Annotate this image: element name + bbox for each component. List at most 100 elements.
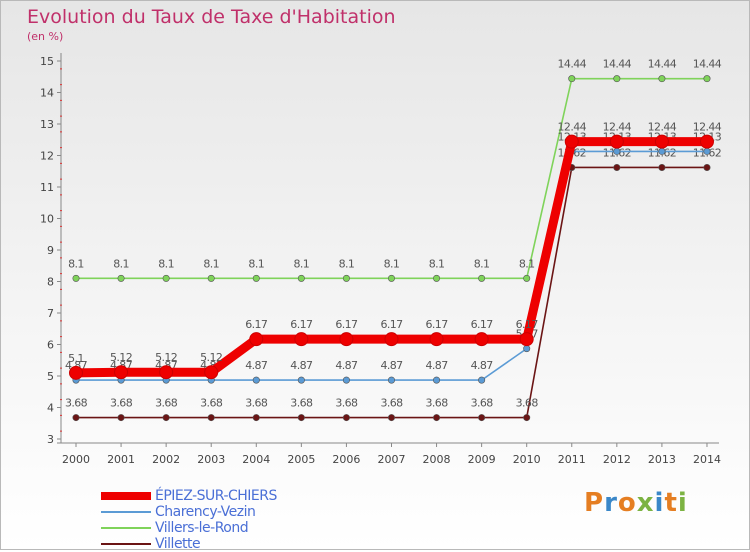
chart-legend: ÉPIEZ-SUR-CHIERS Charency-Vezin Villers-…	[101, 488, 331, 552]
data-label: 6.17	[245, 318, 268, 331]
legend-swatch-1	[101, 511, 151, 513]
data-point	[699, 134, 714, 149]
chart-title: Evolution du Taux de Taxe d'Habitation	[27, 6, 396, 28]
data-point	[207, 274, 215, 282]
y-tick-label: 5	[47, 370, 54, 383]
data-label: 8.1	[158, 257, 174, 270]
x-tick-label: 2004	[242, 453, 270, 466]
logo-letter: r	[604, 488, 618, 518]
data-label: 8.1	[339, 257, 355, 270]
data-label: 6.17	[290, 318, 313, 331]
data-label: 3.68	[200, 397, 223, 410]
legend-label: Villers-le-Rond	[155, 520, 249, 536]
data-label: 12.44	[648, 121, 677, 134]
data-label: 8.1	[203, 257, 219, 270]
data-label: 6.17	[471, 318, 494, 331]
data-label: 6.17	[516, 318, 539, 331]
x-tick-label: 2009	[468, 453, 496, 466]
data-label: 4.87	[380, 359, 403, 372]
data-point	[342, 414, 350, 422]
data-point	[478, 414, 486, 422]
data-label: 8.1	[474, 257, 490, 270]
data-label: 14.44	[693, 58, 722, 71]
data-point	[658, 147, 666, 155]
logo-letter: P	[584, 488, 605, 518]
x-tick-label: 2002	[152, 453, 180, 466]
data-point	[609, 134, 624, 149]
data-label: 4.87	[290, 359, 313, 372]
x-tick-label: 2008	[423, 453, 451, 466]
data-point	[114, 365, 129, 380]
data-point	[523, 274, 531, 282]
data-point	[519, 332, 534, 347]
data-label: 8.1	[293, 257, 309, 270]
data-point	[252, 274, 260, 282]
y-tick-label: 6	[47, 339, 54, 352]
data-label: 12.44	[693, 121, 722, 134]
data-point	[252, 414, 260, 422]
data-point	[207, 414, 215, 422]
data-point	[159, 365, 174, 380]
legend-label: Charency-Vezin	[155, 504, 256, 520]
data-point	[117, 414, 125, 422]
data-point	[252, 376, 260, 384]
y-tick-label: 8	[47, 276, 54, 289]
data-label: 4.87	[471, 359, 494, 372]
data-point	[387, 376, 395, 384]
data-point	[162, 274, 170, 282]
data-label: 3.68	[426, 397, 449, 410]
data-point	[69, 365, 83, 380]
legend-item: Villette	[101, 536, 331, 552]
data-point	[564, 134, 579, 149]
data-label: 3.68	[65, 397, 88, 410]
data-label: 4.87	[335, 359, 358, 372]
data-label: 12.44	[603, 121, 632, 134]
logo-letter: x	[636, 488, 655, 518]
x-tick-label: 2000	[62, 453, 90, 466]
x-tick-label: 2013	[648, 453, 676, 466]
data-label: 6.17	[335, 318, 358, 331]
data-point	[297, 274, 305, 282]
logo-letter: t	[664, 488, 678, 518]
data-label: 8.1	[113, 257, 129, 270]
x-tick-label: 2005	[287, 453, 315, 466]
data-point	[478, 376, 486, 384]
y-tick-label: 15	[40, 55, 54, 68]
legend-item: ÉPIEZ-SUR-CHIERS	[101, 488, 331, 504]
data-label: 5.12	[110, 351, 132, 364]
x-tick-label: 2014	[693, 453, 721, 466]
data-label: 5.1	[68, 352, 84, 365]
data-point	[613, 163, 621, 171]
y-tick-label: 11	[40, 181, 54, 194]
data-label: 8.1	[248, 257, 264, 270]
data-point	[478, 274, 486, 282]
data-point	[658, 163, 666, 171]
data-point	[613, 75, 621, 83]
chart-unit: (en %)	[27, 30, 64, 43]
y-tick-label: 12	[40, 150, 54, 163]
data-point	[658, 75, 666, 83]
data-point	[117, 274, 125, 282]
x-tick-label: 2007	[377, 453, 405, 466]
data-point	[342, 274, 350, 282]
legend-item: Villers-le-Rond	[101, 520, 331, 536]
data-label: 8.1	[519, 257, 535, 270]
data-point	[294, 332, 309, 347]
data-label: 3.68	[245, 397, 268, 410]
y-tick-label: 3	[47, 433, 54, 446]
data-label: 8.1	[384, 257, 400, 270]
x-tick-label: 2011	[558, 453, 586, 466]
data-point	[433, 274, 441, 282]
data-point	[429, 332, 444, 347]
data-label: 5.12	[200, 351, 222, 364]
data-point	[387, 274, 395, 282]
data-point	[568, 75, 576, 83]
data-point	[523, 414, 531, 422]
legend-label: ÉPIEZ-SUR-CHIERS	[155, 488, 277, 504]
data-point	[297, 414, 305, 422]
data-label: 3.68	[110, 397, 133, 410]
data-label: 6.17	[426, 318, 449, 331]
data-point	[387, 414, 395, 422]
legend-item: Charency-Vezin	[101, 504, 331, 520]
